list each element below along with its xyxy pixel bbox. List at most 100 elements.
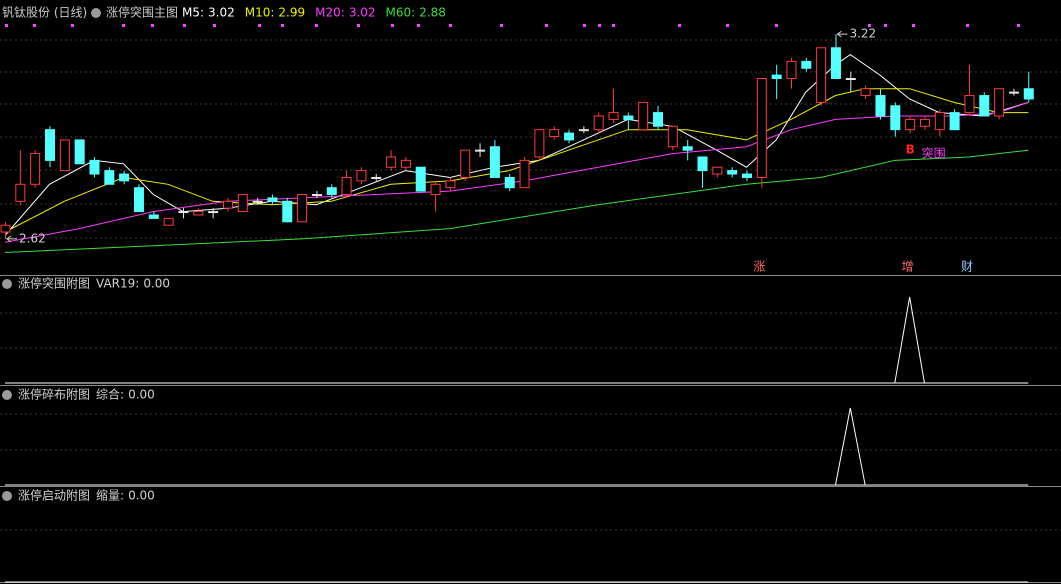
indicator-value: 0.00 [128, 388, 155, 402]
candle-body [89, 159, 100, 175]
candle-body [237, 194, 248, 213]
signal-dot [357, 24, 360, 27]
signal-dot [726, 24, 729, 27]
candle-body [875, 95, 886, 117]
moving-average [4, 53, 1029, 236]
signal-dot [545, 24, 548, 27]
candle-body [326, 187, 337, 196]
candle-body [489, 146, 500, 178]
candle-body [44, 129, 55, 161]
signal-dot [5, 24, 8, 27]
candle-body [964, 95, 975, 114]
event-marker[interactable]: 增 [902, 260, 914, 274]
signal-dot [678, 24, 681, 27]
candle-body [682, 146, 693, 151]
event-marker[interactable]: 涨 [753, 259, 765, 274]
candle-body [845, 77, 856, 80]
candle-body [801, 60, 812, 69]
legend-value: 2.88 [419, 6, 446, 20]
candle-body [756, 77, 767, 178]
signal-dot [583, 24, 586, 27]
candle-body [356, 170, 367, 182]
candle-body [386, 156, 397, 168]
signal-dot [33, 24, 36, 27]
candle-body [297, 194, 308, 223]
signal-dot [868, 24, 871, 27]
candle-body [475, 149, 486, 152]
legend-name: M20: [315, 6, 345, 20]
candle-body [430, 183, 441, 196]
candle-body [727, 170, 738, 175]
signal-dot [213, 24, 216, 27]
candle-body [593, 115, 604, 131]
menu-icon[interactable] [91, 8, 101, 18]
candle-body [74, 139, 85, 165]
moving-average [4, 101, 1029, 243]
candle-body [148, 214, 159, 219]
signal-dot [71, 24, 74, 27]
candle-body [30, 153, 41, 185]
signal-dot [966, 24, 969, 27]
signal-dot [258, 24, 261, 27]
annotation-arrow [6, 235, 17, 243]
legend-name: M10: [245, 6, 275, 20]
menu-icon[interactable] [2, 491, 12, 501]
candle-body [549, 129, 560, 138]
moving-average [4, 149, 1029, 253]
legend-value: 3.02 [349, 6, 376, 20]
menu-icon[interactable] [2, 279, 12, 289]
candle-body [816, 47, 827, 103]
candle-body [771, 74, 782, 79]
candle-body [193, 211, 204, 216]
spike [834, 407, 866, 486]
signal-dot [281, 24, 284, 27]
signal-dot [500, 24, 503, 27]
event-marker[interactable]: 财 [961, 260, 973, 274]
candle-body [1008, 91, 1019, 94]
signal-dot [912, 24, 915, 27]
candle-body [341, 176, 352, 196]
candle-body [578, 129, 589, 132]
candle-body [860, 88, 871, 97]
signal-dot [183, 24, 186, 27]
candle-body [830, 47, 841, 79]
candle-body [371, 176, 382, 179]
signal-dot [449, 24, 452, 27]
candle-body [1023, 88, 1034, 100]
candle-body [905, 118, 916, 131]
annotation-label: 3.22 [849, 27, 876, 41]
stock-title: 钒钛股份 (日线) [2, 5, 87, 20]
signal-dot [884, 24, 887, 27]
candle-body [564, 132, 575, 141]
subchart-title: 涨停启动附图 [18, 488, 90, 503]
candle-body [0, 224, 11, 233]
subchart-title: 涨停碎布附图 [18, 387, 90, 402]
candle-body [949, 112, 960, 131]
candle-body [519, 159, 530, 189]
candle-body [786, 60, 797, 79]
menu-icon[interactable] [2, 390, 12, 400]
candle-body [15, 183, 26, 202]
panel-separators [0, 275, 1061, 583]
candle-body [979, 95, 990, 117]
indicator-value: 0.00 [128, 489, 155, 503]
signal-dot [775, 24, 778, 27]
candle-body [59, 139, 70, 172]
legend-value: 2.99 [278, 6, 305, 20]
signal-dot [151, 24, 154, 27]
candle-body [667, 125, 678, 148]
moving-average [4, 88, 1029, 233]
candle-body [178, 211, 189, 214]
candle-body [252, 200, 263, 203]
legend-name: M60: [386, 6, 416, 20]
signal-dot [391, 24, 394, 27]
candle-body [400, 159, 411, 168]
candle-body [267, 197, 278, 202]
subchart-title: 涨停突围附图 [18, 276, 90, 291]
candle-body [638, 101, 649, 131]
indicator-name: 综合: [96, 387, 124, 402]
candle-body [697, 156, 708, 172]
candle-body [415, 166, 426, 192]
signal-dot [417, 24, 420, 27]
